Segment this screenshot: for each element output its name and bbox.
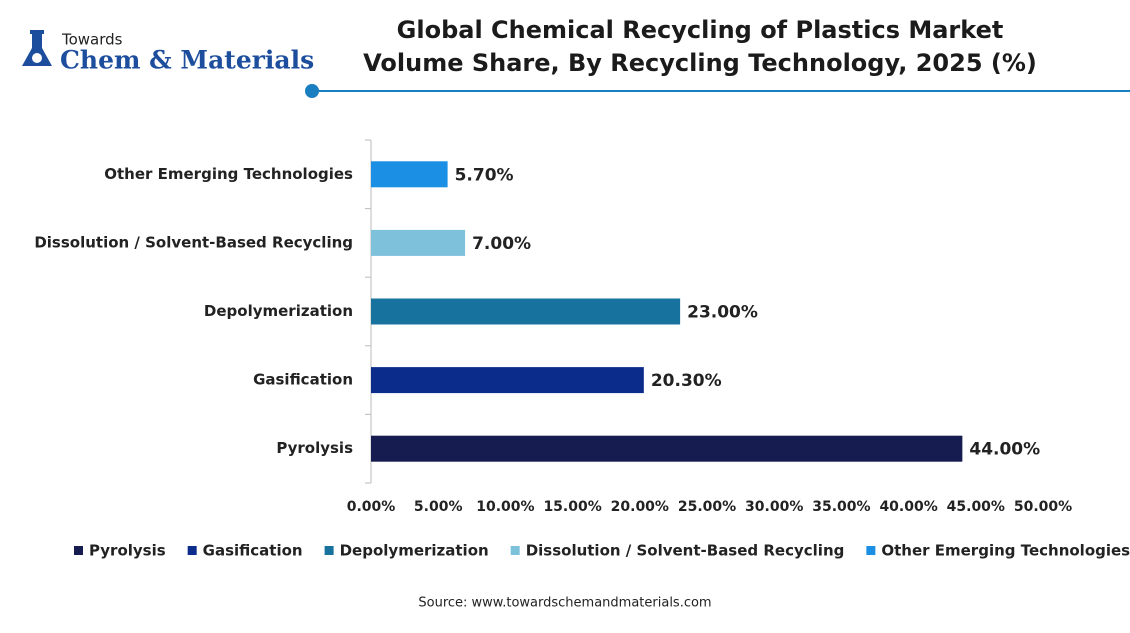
- x-tick-label: 35.00%: [812, 499, 870, 515]
- x-tick-label: 0.00%: [347, 499, 396, 515]
- y-tick-label: Other Emerging Technologies: [104, 165, 353, 183]
- title-rule-dot: [305, 84, 319, 98]
- x-tick-label: 10.00%: [476, 499, 534, 515]
- y-tick-label: Pyrolysis: [276, 439, 353, 457]
- bar: [371, 229, 466, 256]
- legend-swatch: [510, 546, 520, 555]
- y-tick-label: Depolymerization: [204, 302, 353, 320]
- x-tick-label: 50.00%: [1014, 499, 1072, 515]
- x-tick-label: 25.00%: [678, 499, 736, 515]
- bar: [371, 367, 644, 394]
- legend-swatch: [324, 546, 334, 555]
- value-label: 23.00%: [687, 303, 758, 323]
- value-label: 44.00%: [969, 440, 1040, 460]
- legend-label: Other Emerging Technologies: [881, 542, 1130, 560]
- chart-title: Global Chemical Recycling of Plastics Ma…: [363, 16, 1037, 77]
- logo-icon: [22, 30, 52, 66]
- source: Source: www.towardschemandmaterials.com: [418, 596, 711, 611]
- x-tick-label: 15.00%: [543, 499, 601, 515]
- x-tick-label: 45.00%: [947, 499, 1005, 515]
- legend-label: Dissolution / Solvent-Based Recycling: [526, 542, 845, 560]
- legend-swatch: [187, 546, 197, 555]
- legend-swatch: [74, 546, 83, 555]
- legend-swatch: [866, 546, 876, 555]
- y-tick-label: Gasification: [253, 371, 353, 389]
- x-tick-label: 40.00%: [879, 499, 937, 515]
- legend-label: Gasification: [203, 542, 303, 560]
- legend-label: Depolymerization: [340, 542, 489, 560]
- bar: [371, 161, 448, 188]
- value-label: 7.00%: [472, 234, 531, 254]
- logo-name: Chem & Materials: [60, 46, 314, 75]
- legend-label: Pyrolysis: [89, 542, 166, 560]
- bar: [371, 435, 963, 462]
- x-tick-label: 30.00%: [745, 499, 803, 515]
- logo-top: Towards: [61, 31, 123, 49]
- bar: [371, 298, 681, 325]
- x-tick-label: 20.00%: [611, 499, 669, 515]
- x-tick-label: 5.00%: [414, 499, 463, 515]
- value-label: 20.30%: [651, 371, 722, 391]
- value-label: 5.70%: [455, 165, 514, 185]
- y-tick-label: Dissolution / Solvent-Based Recycling: [34, 233, 353, 251]
